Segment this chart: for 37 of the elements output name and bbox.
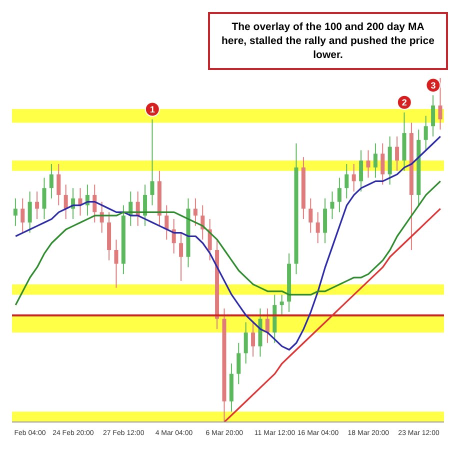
candlestick (251, 322, 256, 358)
candlestick (28, 191, 32, 234)
candlestick (424, 115, 428, 151)
candlestick (143, 184, 148, 226)
annotation: 3 (430, 80, 436, 90)
candlestick (64, 184, 68, 220)
candlestick (395, 136, 400, 172)
candlestick (337, 177, 342, 213)
candlestick (236, 342, 241, 385)
candlestick (56, 164, 61, 206)
candlestick (193, 198, 198, 226)
candlestick (344, 164, 349, 199)
candlestick (373, 142, 378, 178)
candlestick (380, 142, 385, 186)
annotation: 1 (150, 104, 155, 114)
candlestick (280, 294, 284, 316)
candlestick (359, 150, 364, 192)
candlestick (352, 164, 356, 192)
candlestick (179, 232, 184, 282)
candlestick (316, 212, 320, 244)
candlestick (150, 118, 154, 206)
candlestick (438, 78, 442, 130)
candlestick (265, 308, 270, 344)
candlestick (366, 150, 370, 178)
candlestick (244, 322, 248, 364)
candlestick (164, 204, 169, 240)
candlestick (20, 198, 25, 234)
candlestick (330, 191, 334, 220)
candlestick (431, 94, 436, 137)
text: The overlay of the 100 and 200 day MA here, stalled the rally and pushed the price lower. (208, 12, 448, 70)
candlestick (308, 198, 313, 234)
candlestick (13, 198, 18, 226)
annotation: 2 (402, 98, 407, 108)
candlestick (35, 191, 40, 220)
candlestick (49, 164, 54, 199)
candlestick (114, 239, 118, 288)
candlestick (42, 177, 46, 220)
